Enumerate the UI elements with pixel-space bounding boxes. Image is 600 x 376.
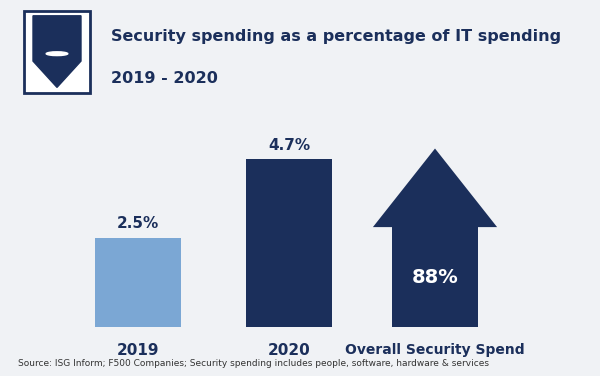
Text: 2019: 2019 <box>117 343 159 358</box>
Text: Source: ISG Inform; F500 Companies; Security spending includes people, software,: Source: ISG Inform; F500 Companies; Secu… <box>18 359 489 368</box>
Bar <box>392 227 478 327</box>
Text: 2020: 2020 <box>268 343 311 358</box>
Text: Overall Security Spend: Overall Security Spend <box>345 343 525 357</box>
Bar <box>246 159 332 327</box>
Text: 2.5%: 2.5% <box>117 217 159 231</box>
Text: 88%: 88% <box>412 268 458 287</box>
Polygon shape <box>373 149 497 227</box>
Text: Security spending as a percentage of IT spending: Security spending as a percentage of IT … <box>111 29 561 44</box>
Bar <box>95 238 181 327</box>
FancyBboxPatch shape <box>24 11 90 92</box>
Text: 2019 - 2020: 2019 - 2020 <box>111 71 218 86</box>
Text: 4.7%: 4.7% <box>268 138 310 153</box>
Polygon shape <box>33 16 81 87</box>
Circle shape <box>46 52 68 56</box>
